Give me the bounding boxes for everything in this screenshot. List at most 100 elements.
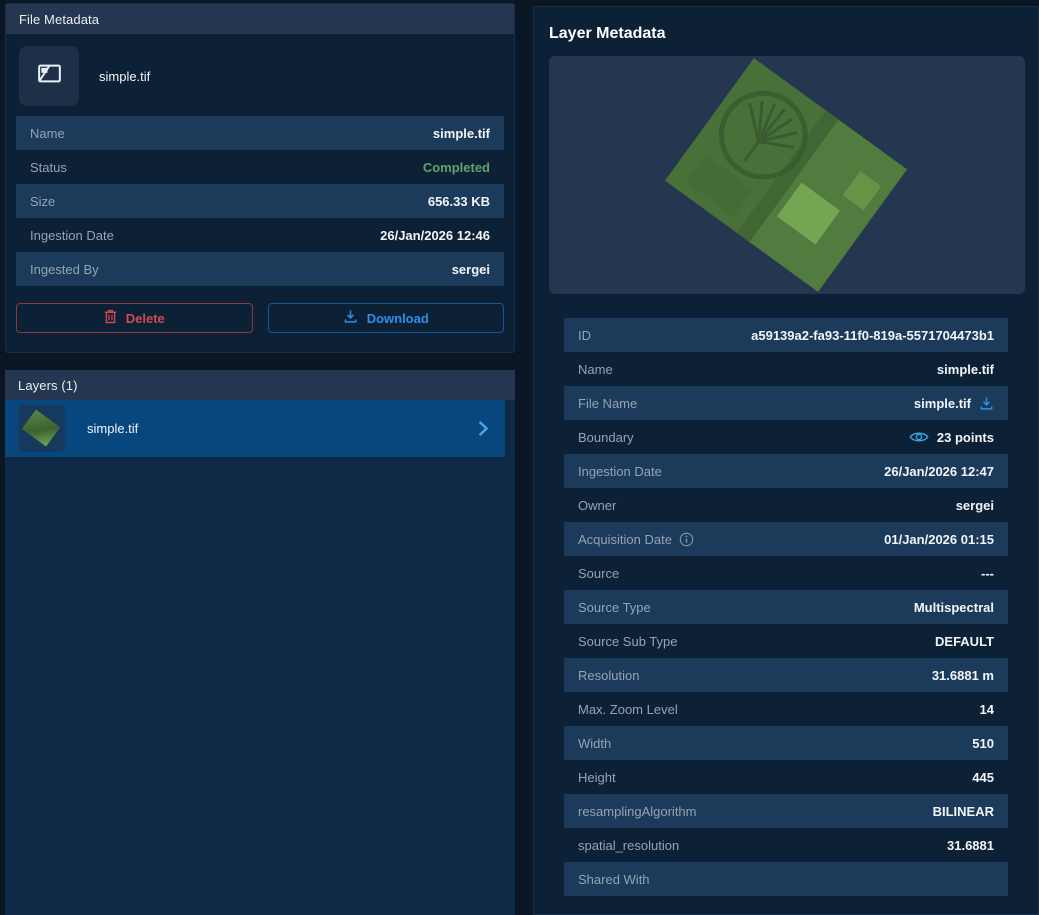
row-label-text: Owner — [578, 497, 617, 513]
row-label: Source Type — [578, 600, 651, 615]
image-file-icon — [36, 60, 63, 92]
metadata-row: Source Sub Type DEFAULT — [564, 624, 1008, 658]
row-value: 01/Jan/2026 01:15 — [884, 532, 994, 547]
metadata-row: Boundary 23 points — [564, 420, 1008, 454]
row-value: 23 points — [909, 430, 994, 445]
download-icon[interactable] — [979, 396, 994, 411]
row-value: Completed — [423, 160, 490, 175]
row-label: Boundary — [578, 430, 634, 445]
metadata-row: Name simple.tif — [16, 116, 504, 150]
file-metadata-table: Name simple.tif Status Completed Size 656.33 … — [6, 116, 514, 286]
layer-metadata-panel: Layer Metadata ID a59139a2-fa93-11f0-819a… — [533, 6, 1039, 915]
metadata-row: Size 656.33 KB — [16, 184, 504, 218]
row-value: a59139a2-fa93-11f0-819a-5571704473b1 — [751, 328, 994, 343]
row-label-text: Shared With — [578, 871, 650, 887]
row-value-text: 26/Jan/2026 12:46 — [380, 227, 490, 243]
row-label: Name — [30, 126, 65, 141]
metadata-row: Shared With — [564, 862, 1008, 896]
row-label: Max. Zoom Level — [578, 702, 678, 717]
metadata-row: Ingested By sergei — [16, 252, 504, 286]
row-label-text: Name — [30, 125, 65, 141]
row-value-text: a59139a2-fa93-11f0-819a-5571704473b1 — [751, 327, 994, 343]
layer-preview — [549, 56, 1025, 294]
row-value-text: DEFAULT — [935, 633, 994, 649]
metadata-row: Max. Zoom Level 14 — [564, 692, 1008, 726]
row-value: BILINEAR — [933, 804, 994, 819]
eye-icon[interactable] — [909, 430, 929, 444]
row-label: spatial_resolution — [578, 838, 679, 853]
row-value: 656.33 KB — [428, 194, 490, 209]
row-value: 31.6881 m — [932, 668, 994, 683]
row-label-text: Status — [30, 159, 67, 175]
layers-title: Layers (1) — [18, 377, 78, 393]
row-value-text: 26/Jan/2026 12:47 — [884, 463, 994, 479]
row-label: Status — [30, 160, 67, 175]
row-value-text: Completed — [422, 159, 490, 175]
row-value: 26/Jan/2026 12:46 — [380, 228, 490, 243]
row-label-text: Max. Zoom Level — [578, 701, 678, 717]
layer-item-name: simple.tif — [87, 421, 139, 436]
row-label-text: Width — [578, 735, 612, 751]
row-label-text: resamplingAlgorithm — [578, 803, 697, 819]
row-value: 26/Jan/2026 12:47 — [884, 464, 994, 479]
row-label-text: Acquisition Date — [578, 531, 672, 547]
metadata-row: resamplingAlgorithm BILINEAR — [564, 794, 1008, 828]
row-value-text: sergei — [955, 497, 994, 513]
row-value: sergei — [452, 262, 490, 277]
metadata-row: spatial_resolution 31.6881 — [564, 828, 1008, 862]
row-label-text: Height — [578, 769, 616, 785]
row-label: Source — [578, 566, 619, 581]
file-actions: Delete Download — [16, 303, 504, 333]
row-label: Size — [30, 194, 55, 209]
metadata-row: ID a59139a2-fa93-11f0-819a-5571704473b1 — [564, 318, 1008, 352]
metadata-row: Ingestion Date 26/Jan/2026 12:47 — [564, 454, 1008, 488]
row-value-text: BILINEAR — [932, 803, 994, 819]
metadata-row: Resolution 31.6881 m — [564, 658, 1008, 692]
file-metadata-panel: File Metadata simple.tif Name simple.tif S… — [5, 3, 515, 353]
layers-panel: Layers (1) simple.tif — [5, 370, 515, 915]
row-value: sergei — [956, 498, 994, 513]
row-label-text: Size — [30, 193, 56, 209]
row-value-text: 445 — [972, 769, 994, 785]
layer-list-item[interactable]: simple.tif — [5, 400, 505, 457]
download-button-label: Download — [366, 310, 429, 326]
trash-icon — [104, 309, 117, 327]
row-label: File Name — [578, 396, 637, 411]
row-value-text: simple.tif — [913, 395, 971, 411]
layer-metadata-title: Layer Metadata — [549, 25, 666, 42]
metadata-row: Status Completed — [16, 150, 504, 184]
row-label-text: Source Type — [578, 599, 651, 615]
metadata-row: Name simple.tif — [564, 352, 1008, 386]
chevron-right-icon[interactable] — [478, 420, 489, 437]
row-label-text: Source Sub Type — [578, 633, 678, 649]
info-icon[interactable] — [679, 532, 694, 547]
row-value: simple.tif — [914, 396, 994, 411]
metadata-row: Ingestion Date 26/Jan/2026 12:46 — [16, 218, 504, 252]
row-label: Owner — [578, 498, 616, 513]
row-label-text: Ingestion Date — [30, 227, 114, 243]
layer-thumbnail — [18, 405, 65, 452]
layers-header: Layers (1) — [5, 370, 515, 400]
metadata-row: Acquisition Date 01/Jan/2026 01:15 — [564, 522, 1008, 556]
row-label-text: ID — [578, 327, 591, 343]
row-label-text: spatial_resolution — [578, 837, 680, 853]
row-value: DEFAULT — [935, 634, 994, 649]
download-icon — [343, 309, 358, 327]
row-label: Height — [578, 770, 616, 785]
metadata-row: File Name simple.tif — [564, 386, 1008, 420]
row-value-text: 31.6881 — [947, 837, 994, 853]
row-label: Name — [578, 362, 613, 377]
row-value-text: simple.tif — [936, 361, 994, 377]
row-value: 14 — [980, 702, 994, 717]
row-label: Width — [578, 736, 611, 751]
row-value: --- — [981, 566, 994, 581]
row-value-text: Multispectral — [913, 599, 994, 615]
row-value-text: 14 — [979, 701, 994, 717]
download-button[interactable]: Download — [267, 303, 504, 333]
delete-button[interactable]: Delete — [16, 303, 253, 333]
row-value: 31.6881 — [947, 838, 994, 853]
metadata-row: Height 445 — [564, 760, 1008, 794]
row-value: 510 — [972, 736, 994, 751]
file-thumbnail-tile — [19, 46, 79, 106]
row-label-text: Source — [578, 565, 620, 581]
